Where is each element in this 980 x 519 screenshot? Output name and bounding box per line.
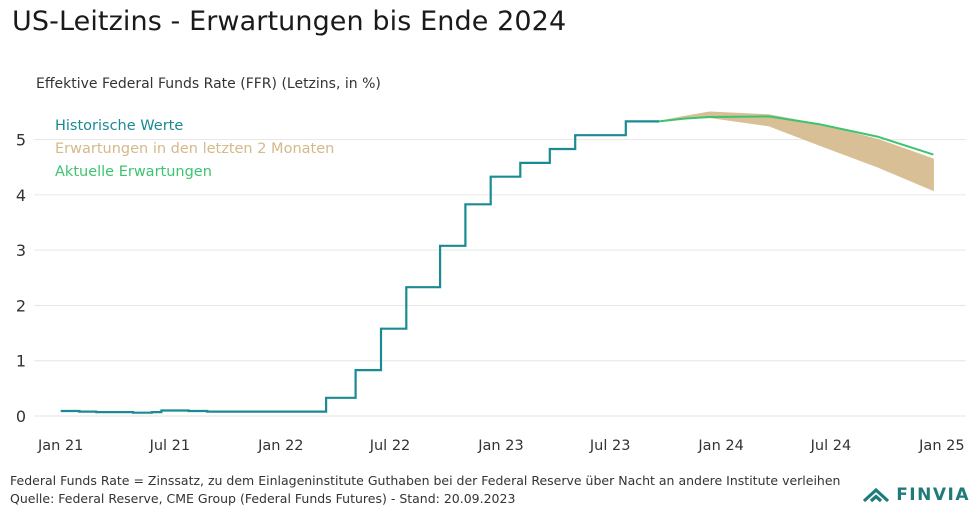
y-tick-label-3: 3: [16, 241, 26, 260]
series-current-expectations-line: [658, 115, 934, 156]
expectation-band: [658, 111, 934, 192]
legend-label-current-expectations: Aktuelle Erwartungen: [55, 164, 212, 180]
x-tick-label-8: Jan 25: [918, 438, 964, 454]
y-axis-label: Effektive Federal Funds Rate (FFR) (Letz…: [36, 76, 381, 92]
x-tick-label-1: Jul 21: [149, 438, 191, 454]
finvia-chevron-icon: [863, 487, 890, 503]
x-tick-labels: Jan 21 Jul 21 Jan 22 Jul 22 Jan 23 Jul 23 Jan …: [37, 438, 965, 454]
y-tick-label-4: 4: [16, 186, 26, 205]
y-tick-label-0: 0: [16, 407, 26, 426]
chart-title: US-Leitzins - Erwartungen bis Ende 2024: [12, 6, 567, 37]
series-lines: [60, 115, 934, 414]
x-tick-label-5: Jul 23: [589, 438, 631, 454]
finvia-logo: FINVIA: [862, 485, 970, 505]
x-tick-label-3: Jul 22: [369, 438, 411, 454]
legend-label-historical: Historische Werte: [55, 118, 184, 134]
legend-entry-past-expectations: Erwartungen in den letzten 2 Monaten: [55, 138, 334, 161]
series-past-expectations-band: [658, 111, 934, 192]
y-tick-label-1: 1: [16, 352, 26, 371]
series-historical-line: [60, 120, 659, 414]
legend-entry-current-expectations: Aktuelle Erwartungen: [55, 161, 334, 184]
x-tick-label-6: Jan 24: [697, 438, 743, 454]
logo-text: FINVIA: [896, 485, 970, 505]
y-tick-label-5: 5: [16, 131, 26, 150]
y-tick-labels: 0 1 2 3 4 5: [16, 131, 26, 426]
legend: Historische Werte Erwartungen in den let…: [55, 115, 334, 184]
footer: Federal Funds Rate = Zinssatz, zu dem Ei…: [10, 472, 840, 508]
legend-label-past-expectations: Erwartungen in den letzten 2 Monaten: [55, 141, 335, 157]
legend-entry-historical: Historische Werte: [55, 115, 334, 138]
y-tick-label-2: 2: [16, 296, 26, 315]
x-tick-label-2: Jan 22: [257, 438, 303, 454]
x-tick-label-0: Jan 21: [37, 438, 83, 454]
x-tick-label-7: Jul 24: [810, 438, 852, 454]
x-tick-label-4: Jan 23: [477, 438, 523, 454]
footer-source: Quelle: Federal Reserve, CME Group (Fede…: [10, 491, 516, 506]
grid-lines: [34, 139, 966, 417]
footer-definition: Federal Funds Rate = Zinssatz, zu dem Ei…: [10, 473, 841, 488]
